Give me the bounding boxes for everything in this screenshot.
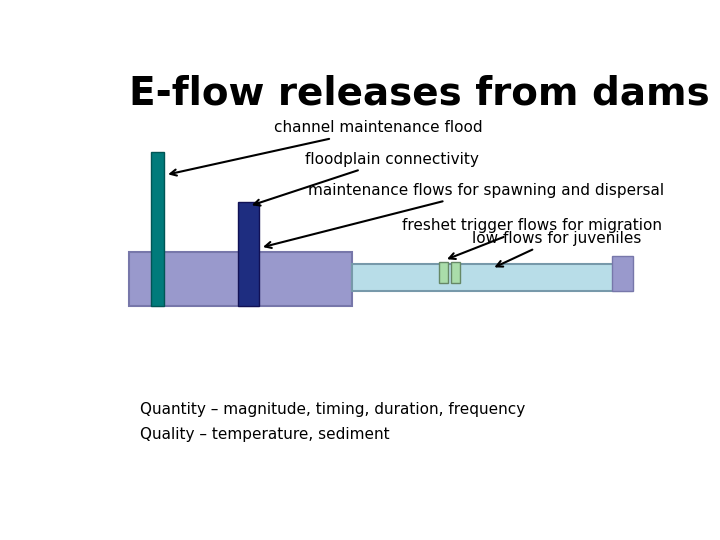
- Bar: [438, 262, 448, 283]
- Text: freshet trigger flows for migration: freshet trigger flows for migration: [402, 218, 662, 259]
- Bar: [352, 265, 631, 292]
- Text: maintenance flows for spawning and dispersal: maintenance flows for spawning and dispe…: [265, 183, 664, 248]
- Text: channel maintenance flood: channel maintenance flood: [171, 120, 483, 176]
- Text: Quantity – magnitude, timing, duration, frequency: Quantity – magnitude, timing, duration, …: [140, 402, 526, 417]
- Bar: [151, 152, 163, 306]
- Bar: [612, 256, 634, 292]
- Text: low flows for juveniles: low flows for juveniles: [472, 231, 642, 267]
- Text: Quality – temperature, sediment: Quality – temperature, sediment: [140, 427, 390, 442]
- Bar: [238, 202, 259, 306]
- Text: E-flow releases from dams: E-flow releases from dams: [129, 75, 710, 113]
- Text: floodplain connectivity: floodplain connectivity: [254, 152, 479, 206]
- Bar: [451, 262, 460, 283]
- Bar: [129, 252, 352, 306]
